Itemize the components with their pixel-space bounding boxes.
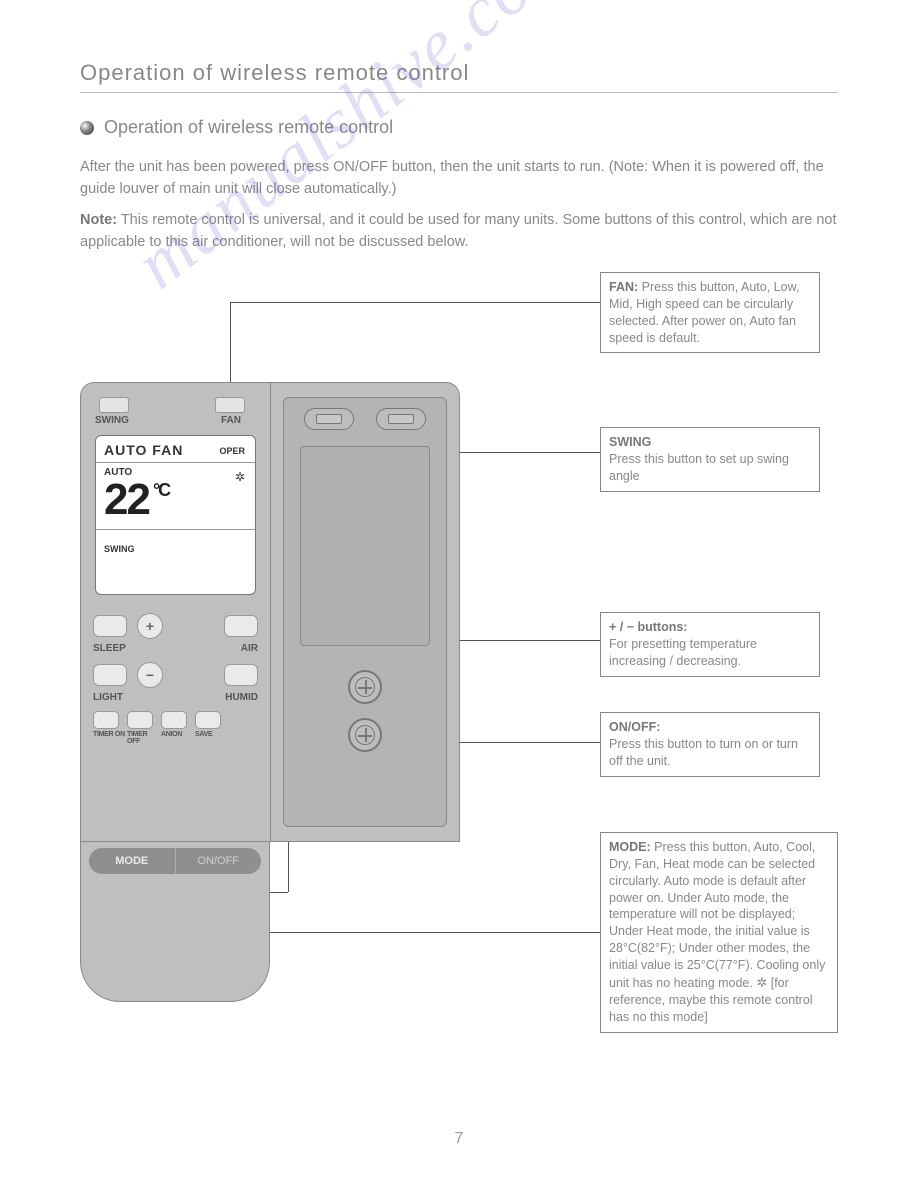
screw-icon [348, 718, 382, 752]
humid-button[interactable] [224, 664, 258, 686]
lcd-swing: SWING [104, 544, 247, 554]
page: Operation of wireless remote control Ope… [80, 60, 838, 1032]
button-grid: + SLEEP AIR − LIGHT [93, 613, 258, 745]
callout-plusminus: + / − buttons: For presetting temperatur… [600, 612, 820, 677]
callout-body: For presetting temperature increasing / … [609, 637, 757, 668]
remote-front-panel: SWING FAN AUTO FAN OPER AUTO ✲ 22 °C SWI… [80, 382, 270, 842]
callout-body: Press this button, Auto, Cool, Dry, Fan,… [609, 840, 825, 990]
callout-onoff: ON/OFF: Press this button to turn on or … [600, 712, 820, 777]
anion-button[interactable] [161, 711, 187, 729]
gear-icon: ✲ [235, 470, 245, 484]
remote-diagram: FAN: Press this button, Auto, Low, Mid, … [80, 272, 838, 1032]
lcd-oper: OPER [219, 446, 245, 456]
mount-slot [376, 408, 426, 430]
save-button[interactable] [195, 711, 221, 729]
callout-title: FAN: [609, 280, 638, 294]
lcd-divider [96, 462, 255, 463]
anion-label: ANION [161, 731, 195, 745]
remote-back-panel [270, 382, 460, 842]
screw-icon [348, 670, 382, 704]
timer-on-button[interactable] [93, 711, 119, 729]
swing-label: SWING [95, 415, 129, 426]
callout-title: MODE: [609, 840, 651, 854]
page-number: 7 [0, 1130, 918, 1148]
fan-label: FAN [221, 415, 241, 426]
callout-title: + / − buttons: [609, 620, 687, 634]
save-label: SAVE [195, 731, 229, 745]
onoff-button[interactable]: ON/OFF [175, 848, 262, 874]
note-paragraph: Note: This remote control is universal, … [80, 209, 838, 254]
timer-off-label: TIMER OFF [127, 731, 161, 745]
callout-title: SWING [609, 435, 651, 449]
callout-title: ON/OFF: [609, 720, 660, 734]
remote-lcd: AUTO FAN OPER AUTO ✲ 22 °C SWING [95, 435, 256, 595]
temp-unit: °C [153, 482, 169, 498]
gear-icon: ✲ [756, 975, 767, 990]
light-button[interactable] [93, 664, 127, 686]
remote-bottom: MODE ON/OFF [80, 842, 270, 1002]
callout-body: Press this button to set up swing angle [609, 452, 789, 483]
sleep-label: SLEEP [93, 643, 133, 654]
air-button[interactable] [224, 615, 258, 637]
temp-value: 22 [104, 480, 149, 520]
back-inner [283, 397, 447, 827]
minus-button[interactable]: − [137, 662, 163, 688]
mount-slot [304, 408, 354, 430]
callout-body: Press this button to turn on or turn off… [609, 737, 798, 768]
lcd-divider [96, 529, 255, 530]
lcd-temperature: 22 °C [104, 480, 247, 520]
leader-line [230, 302, 600, 303]
intro-paragraph: After the unit has been powered, press O… [80, 156, 838, 201]
fan-button[interactable] [215, 397, 245, 413]
plus-button[interactable]: + [137, 613, 163, 639]
callout-body: Press this button, Auto, Low, Mid, High … [609, 280, 799, 345]
divider [80, 92, 838, 93]
swing-button[interactable] [99, 397, 129, 413]
callout-swing: SWING Press this button to set up swing … [600, 427, 820, 492]
bullet-icon [80, 121, 94, 135]
timer-off-button[interactable] [127, 711, 153, 729]
note-body: This remote control is universal, and it… [80, 212, 837, 250]
remote-panels: SWING FAN AUTO FAN OPER AUTO ✲ 22 °C SWI… [80, 382, 460, 842]
leader-line [230, 302, 231, 394]
callout-mode: MODE: Press this button, Auto, Cool, Dry… [600, 832, 838, 1033]
section-heading: Operation of wireless remote control [80, 117, 838, 138]
humid-label: HUMID [218, 692, 258, 703]
callout-fan: FAN: Press this button, Auto, Low, Mid, … [600, 272, 820, 354]
mode-onoff-bar: MODE ON/OFF [89, 848, 261, 874]
light-label: LIGHT [93, 692, 133, 703]
page-title: Operation of wireless remote control [80, 60, 838, 86]
note-label: Note: [80, 212, 117, 228]
air-label: AIR [218, 643, 258, 654]
mode-button[interactable]: MODE [89, 848, 175, 874]
sleep-button[interactable] [93, 615, 127, 637]
timer-on-label: TIMER ON [93, 731, 127, 745]
battery-cover [300, 446, 430, 646]
tiny-labels: TIMER ON TIMER OFF ANION SAVE [93, 731, 258, 745]
section-title: Operation of wireless remote control [104, 117, 393, 138]
